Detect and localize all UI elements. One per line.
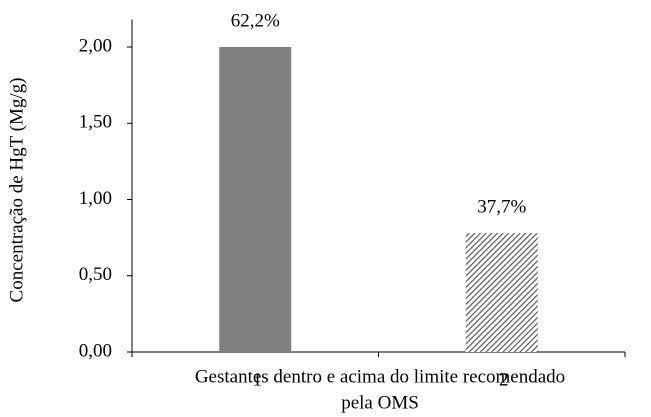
y-tick-label: 2,00 — [79, 35, 112, 56]
bar — [219, 47, 292, 352]
x-axis-label: pela OMS — [341, 392, 419, 413]
y-tick-label: 1,50 — [79, 112, 112, 133]
x-tick-label: 1 — [253, 369, 263, 390]
y-tick-label: 1,00 — [79, 188, 112, 209]
bar-label: 37,7% — [477, 196, 526, 217]
x-tick-label: 2 — [499, 369, 509, 390]
y-tick-label: 0,00 — [79, 340, 112, 361]
y-tick-label: 0,50 — [79, 264, 112, 285]
x-axis-label: Gestantes dentro e acima do limite recom… — [195, 366, 565, 387]
bar — [465, 233, 538, 352]
y-axis-label: Concentração de HgT (Mg/g) — [6, 78, 27, 303]
bar-label: 62,2% — [231, 10, 280, 31]
